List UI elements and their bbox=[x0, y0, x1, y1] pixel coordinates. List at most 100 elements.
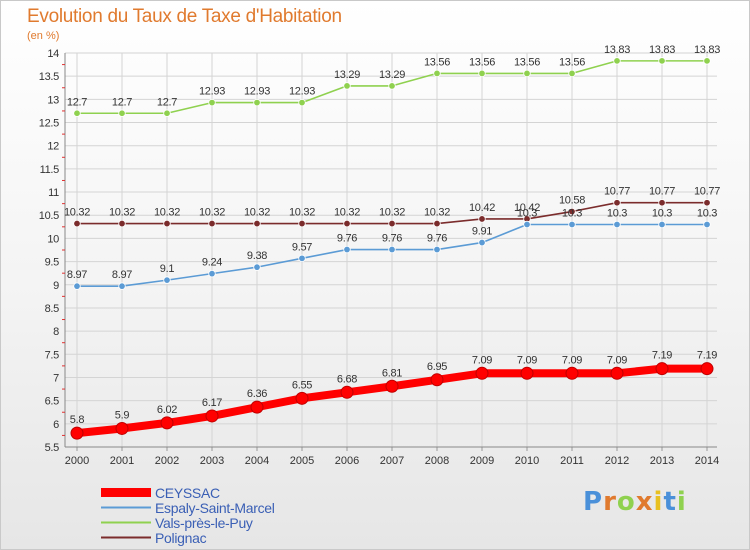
y-tick-label: 7.5 bbox=[45, 349, 60, 361]
data-point bbox=[340, 385, 354, 399]
data-label: 6.17 bbox=[202, 397, 222, 409]
legend-swatch-polignac bbox=[101, 536, 151, 539]
data-label: 10.32 bbox=[199, 207, 225, 219]
y-tick-label: 11 bbox=[48, 187, 59, 199]
legend-label: Vals-près-le-Puy bbox=[155, 514, 253, 531]
data-point bbox=[343, 219, 351, 228]
x-tick-label: 2000 bbox=[65, 455, 89, 467]
data-point bbox=[658, 220, 666, 229]
data-label: 10.3 bbox=[607, 208, 627, 220]
data-label: 10.3 bbox=[697, 208, 717, 220]
data-point bbox=[115, 421, 129, 435]
x-tick-label: 2001 bbox=[110, 455, 134, 467]
legend-swatch-ceyssac bbox=[101, 488, 151, 497]
data-point bbox=[520, 366, 534, 380]
x-tick-label: 2004 bbox=[245, 455, 269, 467]
legend-swatch-espaly bbox=[101, 506, 151, 509]
data-label: 10.42 bbox=[469, 202, 495, 214]
x-tick-label: 2005 bbox=[290, 455, 314, 467]
y-tick-label: 13 bbox=[47, 94, 59, 106]
data-label: 9.24 bbox=[202, 257, 222, 269]
data-label: 6.95 bbox=[427, 361, 447, 373]
data-point bbox=[253, 219, 261, 228]
y-tick-label: 7 bbox=[53, 372, 59, 384]
data-point bbox=[253, 263, 261, 271]
data-point bbox=[658, 199, 666, 207]
data-point bbox=[118, 219, 126, 228]
data-point bbox=[208, 269, 216, 278]
data-label: 9.76 bbox=[382, 233, 402, 245]
data-point bbox=[73, 282, 81, 290]
data-point bbox=[343, 82, 351, 90]
data-label: 13.56 bbox=[469, 56, 495, 68]
data-label: 12.93 bbox=[244, 86, 270, 98]
data-point bbox=[565, 366, 579, 380]
data-label: 10.3 bbox=[517, 208, 537, 220]
data-label: 10.32 bbox=[379, 207, 405, 219]
data-point bbox=[523, 69, 531, 78]
data-label: 8.97 bbox=[67, 269, 87, 281]
y-tick-label: 5.5 bbox=[45, 442, 60, 454]
data-point bbox=[163, 219, 171, 228]
data-label: 5.8 bbox=[70, 414, 85, 426]
data-label: 9.76 bbox=[427, 233, 447, 245]
data-label: 10.32 bbox=[64, 207, 90, 219]
y-tick-label: 11.5 bbox=[40, 164, 60, 176]
logo-letter: o bbox=[616, 487, 636, 517]
legend-label: Polignac bbox=[155, 529, 207, 546]
y-tick-label: 8.5 bbox=[45, 303, 60, 315]
data-point bbox=[298, 254, 306, 263]
data-label: 10.32 bbox=[424, 207, 450, 219]
x-tick-label: 2006 bbox=[335, 455, 359, 467]
logo-letter: t bbox=[663, 487, 677, 517]
data-point bbox=[343, 245, 351, 254]
logo-letter: r bbox=[603, 487, 617, 517]
data-point bbox=[475, 366, 489, 380]
data-label: 7.09 bbox=[562, 354, 582, 366]
data-label: 12.93 bbox=[199, 86, 225, 98]
x-tick-label: 2010 bbox=[515, 455, 539, 467]
data-label: 9.1 bbox=[160, 263, 175, 275]
data-point bbox=[655, 362, 669, 376]
y-tick-label: 12 bbox=[47, 141, 59, 153]
data-label: 7.09 bbox=[472, 354, 492, 366]
legend-item-vals-pres-le-puy: Vals-près-le-Puy bbox=[101, 514, 275, 531]
legend-label: Espaly-Saint-Marcel bbox=[155, 499, 275, 516]
data-label: 12.7 bbox=[157, 96, 177, 108]
data-label: 7.09 bbox=[517, 354, 537, 366]
x-tick-label: 2012 bbox=[605, 455, 629, 467]
data-label: 10.42 bbox=[514, 202, 540, 214]
y-tick-label: 6 bbox=[53, 419, 59, 431]
y-tick-label: 14 bbox=[47, 48, 59, 60]
chart-title: Evolution du Taux de Taxe d'Habitation bbox=[27, 6, 342, 27]
data-point bbox=[73, 109, 81, 117]
x-tick-label: 2011 bbox=[560, 455, 584, 467]
x-tick-label: 2002 bbox=[155, 455, 179, 467]
y-tick-label: 9 bbox=[53, 280, 59, 292]
data-label: 6.55 bbox=[292, 379, 312, 391]
data-label: 9.38 bbox=[247, 250, 267, 262]
y-tick-label: 13.5 bbox=[39, 71, 59, 83]
legend-label: CEYSSAC bbox=[155, 484, 220, 501]
data-label: 6.81 bbox=[382, 367, 402, 379]
x-tick-label: 2008 bbox=[425, 455, 449, 467]
logo-letter: P bbox=[583, 487, 604, 517]
logo-letter: i bbox=[676, 487, 687, 517]
data-point bbox=[208, 98, 216, 107]
y-tick-label: 6.5 bbox=[45, 396, 60, 408]
data-label: 13.56 bbox=[424, 56, 450, 68]
data-label: 10.58 bbox=[559, 195, 585, 207]
data-point bbox=[433, 245, 441, 254]
data-point bbox=[433, 219, 441, 228]
y-tick-label: 10.5 bbox=[39, 210, 59, 222]
data-label: 10.3 bbox=[562, 208, 582, 220]
data-label: 12.93 bbox=[289, 86, 315, 98]
data-label: 13.56 bbox=[559, 56, 585, 68]
data-label: 7.19 bbox=[652, 350, 672, 362]
data-point bbox=[478, 69, 486, 78]
logo-letter: x bbox=[635, 487, 654, 517]
data-label: 10.32 bbox=[289, 207, 315, 219]
data-label: 10.32 bbox=[109, 207, 135, 219]
data-point bbox=[163, 109, 171, 117]
chart-unit-label: (en %) bbox=[27, 30, 60, 42]
